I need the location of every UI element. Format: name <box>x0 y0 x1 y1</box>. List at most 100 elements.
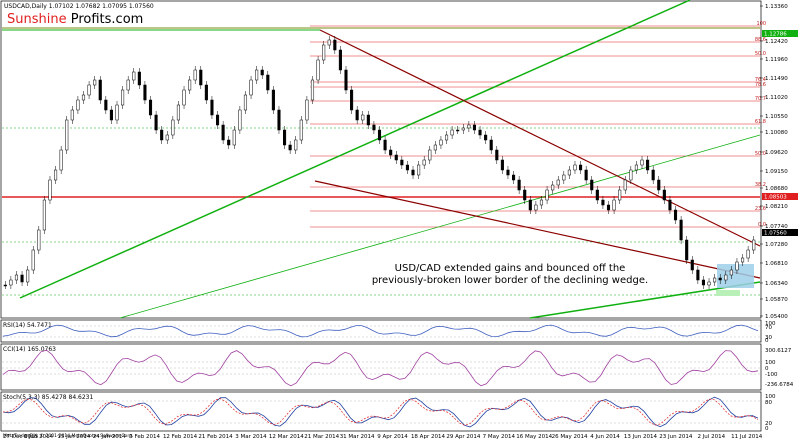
candle <box>450 129 454 136</box>
date-tick: 15 Jan 2014 <box>57 434 90 440</box>
candle <box>618 189 622 201</box>
candle <box>232 129 236 146</box>
candle <box>37 229 41 251</box>
candle <box>288 144 292 151</box>
candle <box>545 189 549 201</box>
candle <box>461 127 465 131</box>
candle <box>746 249 750 259</box>
candle <box>444 134 449 141</box>
candle <box>70 109 74 121</box>
stoch-signal-line <box>2 398 759 426</box>
candle <box>690 259 694 271</box>
candle <box>495 149 499 161</box>
candle <box>590 179 594 191</box>
price-tick: 1.11020 <box>765 95 788 101</box>
candle <box>673 209 678 221</box>
candle <box>724 274 728 281</box>
candle <box>707 281 711 286</box>
wedge-upper-border <box>319 29 761 247</box>
candle <box>567 169 571 176</box>
candle <box>562 174 566 181</box>
candle <box>472 124 477 131</box>
fib-label: 50.0 <box>755 151 766 157</box>
candle <box>740 257 745 263</box>
rsi-line <box>2 324 759 338</box>
candle <box>260 69 264 76</box>
date-tick: 31 Mar 2014 <box>340 434 375 440</box>
candle <box>489 139 493 151</box>
candle <box>271 89 275 111</box>
candle <box>729 269 733 276</box>
rsi-title: RSI(14) 54.7471 <box>3 322 52 329</box>
date-tick: 6 Jan 2014 <box>24 434 54 440</box>
candle <box>165 134 169 141</box>
rsi-panel <box>0 319 762 343</box>
date-tick: 26 May 2014 <box>552 434 588 440</box>
candle <box>668 199 672 211</box>
high-tag: 1.12786 <box>764 32 787 38</box>
candle <box>104 99 108 111</box>
fib-label: 78.6 <box>755 82 766 88</box>
indicator-tick: 100 <box>765 321 776 327</box>
level-tag: 1.08503 <box>764 195 787 201</box>
candle <box>506 169 510 176</box>
candle <box>405 164 409 171</box>
candle <box>59 149 63 171</box>
candle <box>657 179 661 191</box>
candle <box>182 89 186 106</box>
indicator-tick: 300.6127 <box>765 348 792 354</box>
candle <box>238 109 242 131</box>
fibonacci-labels: 100 88.6 50.0 76.478.6 70.7 61.8 50.0 38.2 23.6 0… <box>755 21 766 228</box>
cci-line <box>2 349 759 387</box>
candle <box>355 109 359 121</box>
candle <box>735 261 739 271</box>
date-tick: 7 May 2014 <box>483 434 516 440</box>
candle <box>115 104 119 121</box>
candle <box>283 129 287 146</box>
candle <box>579 164 583 171</box>
current-price-bg <box>762 229 798 236</box>
indicator-tick: 70 <box>765 325 772 331</box>
date-tick: 21 Feb 2014 <box>198 434 233 440</box>
price-tick: 1.07740 <box>765 224 788 230</box>
candle <box>81 94 86 101</box>
candle <box>679 219 683 241</box>
symbol-info: USDCAD,Daily 1.07102 1.07682 1.07095 1.0… <box>4 3 154 10</box>
candle <box>662 189 666 201</box>
annotation-line-2: previously-broken lower border of the de… <box>372 275 648 286</box>
date-tick: 23 Jun 2014 <box>659 434 693 440</box>
candle <box>361 114 365 121</box>
candle <box>612 199 616 211</box>
indicator-tick: 100 <box>765 360 776 366</box>
candle <box>601 199 605 206</box>
price-tick: 1.08210 <box>765 204 788 210</box>
candle <box>316 59 320 81</box>
candle <box>752 239 756 251</box>
candle <box>338 49 342 71</box>
candle <box>143 84 147 101</box>
candle <box>76 99 80 111</box>
candle <box>606 204 611 211</box>
date-tick: 9 Apr 2014 <box>377 434 408 440</box>
candle <box>42 199 46 231</box>
candle <box>478 129 482 136</box>
candle <box>383 139 387 151</box>
candle <box>327 39 331 46</box>
candle <box>372 124 376 131</box>
date-tick: 29 Apr 2014 <box>446 434 481 440</box>
candle <box>696 269 700 281</box>
candle <box>20 274 24 283</box>
price-tick: 1.06810 <box>765 261 788 267</box>
indicator-tick: 0 <box>765 426 769 432</box>
candle <box>227 139 231 146</box>
candle <box>48 179 52 201</box>
fib-label: 70.7 <box>755 96 766 102</box>
date-tick: 16 May 2014 <box>516 434 552 440</box>
fib-label: 0.0 <box>758 222 766 228</box>
candle <box>417 164 421 176</box>
stoch-panel <box>0 391 762 432</box>
candle <box>266 74 270 91</box>
fib-label: 38.2 <box>755 182 766 188</box>
